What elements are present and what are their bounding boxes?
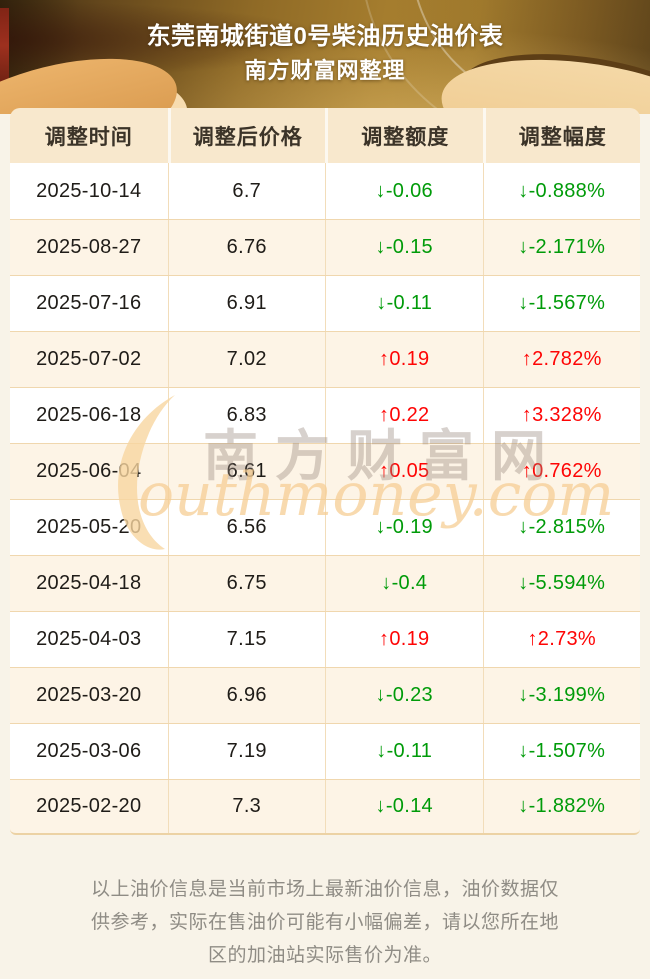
- cell-pct: ↓-1.507%: [482, 724, 641, 779]
- cell-price: 7.15: [167, 612, 326, 667]
- cell-pct: ↓-5.594%: [482, 556, 641, 611]
- table-row: 2025-08-27 6.76 ↓-0.15 ↓-2.171%: [10, 219, 640, 275]
- page-subtitle: 南方财富网整理: [244, 58, 406, 83]
- table-row: 2025-03-20 6.96 ↓-0.23 ↓-3.199%: [10, 667, 640, 723]
- cell-price: 6.75: [167, 556, 326, 611]
- cell-pct: ↑0.762%: [482, 444, 641, 499]
- cell-change: ↑0.19: [325, 332, 483, 387]
- cell-change: ↓-0.11: [325, 276, 483, 331]
- table-row: 2025-05-20 6.56 ↓-0.19 ↓-2.815%: [10, 499, 640, 555]
- table-row: 2025-03-06 7.19 ↓-0.11 ↓-1.507%: [10, 723, 640, 779]
- cell-price: 6.61: [167, 444, 326, 499]
- disclaimer-line: 供参考，实际在售油价可能有小幅偏差，请以您所在地: [90, 912, 559, 933]
- column-header-price: 调整后价格: [167, 108, 325, 163]
- cell-pct: ↓-2.815%: [482, 500, 641, 555]
- cell-price: 6.83: [167, 388, 326, 443]
- cell-date: 2025-02-20: [36, 795, 142, 817]
- cell-change: ↓-0.14: [325, 780, 483, 833]
- column-header-date: 调整时间: [10, 108, 168, 163]
- cell-change: ↑0.22: [325, 388, 483, 443]
- table-row: 2025-06-18 6.83 ↑0.22 ↑3.328%: [10, 387, 640, 443]
- cell-date: 2025-06-04: [36, 460, 142, 482]
- cell-change: ↓-0.23: [325, 668, 483, 723]
- table-row: 2025-07-02 7.02 ↑0.19 ↑2.782%: [10, 331, 640, 387]
- cell-price: 7.02: [167, 332, 326, 387]
- disclaimer: 以上油价信息是当前市场上最新油价信息，油价数据仅 供参考，实际在售油价可能有小幅…: [0, 835, 650, 972]
- cell-change: ↓-0.15: [325, 220, 483, 275]
- machinery-photo-fragment: [0, 8, 9, 92]
- cell-date: 2025-04-18: [36, 572, 142, 594]
- cell-date: 2025-04-03: [36, 628, 142, 650]
- cell-pct: ↓-1.567%: [482, 276, 641, 331]
- cell-pct: ↓-0.888%: [482, 163, 641, 219]
- cell-price: 6.56: [167, 500, 326, 555]
- cell-date: 2025-07-02: [36, 348, 142, 370]
- disclaimer-line: 区的加油站实际售价为准。: [207, 945, 442, 966]
- price-table-header: 调整时间 调整后价格 调整额度 调整幅度: [10, 108, 640, 163]
- column-header-change: 调整额度: [325, 108, 483, 163]
- cell-date: 2025-03-06: [36, 740, 142, 762]
- cell-price: 7.19: [167, 724, 326, 779]
- cell-price: 6.7: [167, 163, 326, 219]
- cell-pct: ↓-2.171%: [482, 220, 641, 275]
- cell-pct: ↑3.328%: [482, 388, 641, 443]
- cell-date: 2025-03-20: [36, 684, 142, 706]
- cell-price: 7.3: [167, 780, 326, 833]
- cell-change: ↓-0.11: [325, 724, 483, 779]
- cell-price: 6.76: [167, 220, 326, 275]
- disclaimer-line: 以上油价信息是当前市场上最新油价信息，油价数据仅: [90, 879, 559, 900]
- cell-date: 2025-05-20: [36, 516, 142, 538]
- column-header-pct: 调整幅度: [482, 108, 640, 163]
- cell-pct: ↓-3.199%: [482, 668, 641, 723]
- cell-date: 2025-06-18: [36, 404, 142, 426]
- cell-pct: ↑2.73%: [482, 612, 641, 667]
- cell-change: ↓-0.4: [325, 556, 483, 611]
- price-table: 调整时间 调整后价格 调整额度 调整幅度 2025-10-14 6.7 ↓-0.06…: [10, 108, 640, 835]
- table-row: 2025-04-03 7.15 ↑0.19 ↑2.73%: [10, 611, 640, 667]
- cell-pct: ↓-1.882%: [482, 780, 641, 833]
- cell-date: 2025-08-27: [36, 236, 142, 258]
- table-row: 2025-02-20 7.3 ↓-0.14 ↓-1.882%: [10, 779, 640, 835]
- hero-banner: 东莞南城街道0号柴油历史油价表 南方财富网整理: [0, 0, 650, 114]
- table-row: 2025-07-16 6.91 ↓-0.11 ↓-1.567%: [10, 275, 640, 331]
- cell-change: ↑0.05: [325, 444, 483, 499]
- cell-price: 6.91: [167, 276, 326, 331]
- cell-change: ↑0.19: [325, 612, 483, 667]
- table-row: 2025-04-18 6.75 ↓-0.4 ↓-5.594%: [10, 555, 640, 611]
- cell-change: ↓-0.06: [325, 163, 483, 219]
- price-table-body: 2025-10-14 6.7 ↓-0.06 ↓-0.888% 2025-08-27 6.7…: [10, 163, 640, 835]
- hero-title-block: 东莞南城街道0号柴油历史油价表 南方财富网整理: [0, 0, 650, 114]
- page-title: 东莞南城街道0号柴油历史油价表: [146, 23, 504, 50]
- cell-change: ↓-0.19: [325, 500, 483, 555]
- cell-price: 6.96: [167, 668, 326, 723]
- cell-date: 2025-10-14: [36, 179, 142, 202]
- table-row: 2025-06-04 6.61 ↑0.05 ↑0.762%: [10, 443, 640, 499]
- cell-pct: ↑2.782%: [482, 332, 641, 387]
- cell-date: 2025-07-16: [36, 292, 142, 314]
- table-row: 2025-10-14 6.7 ↓-0.06 ↓-0.888%: [10, 163, 640, 219]
